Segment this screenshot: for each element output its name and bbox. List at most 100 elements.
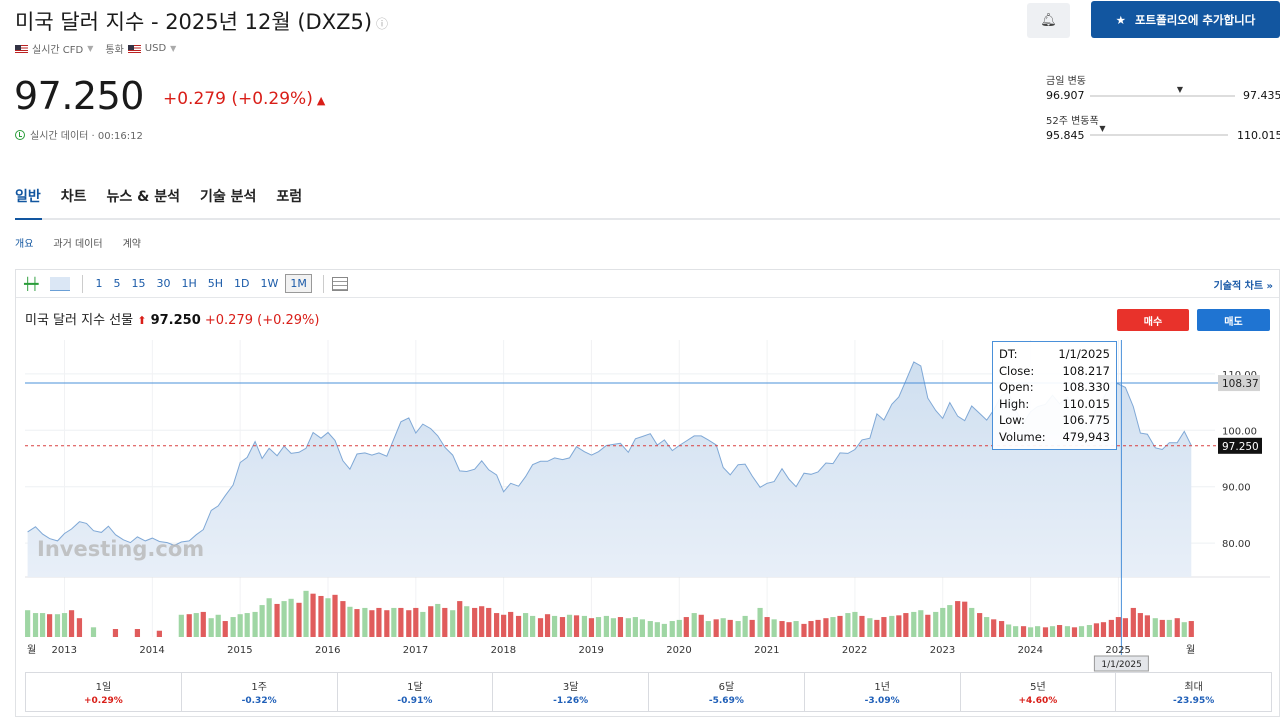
- volume-bar: [779, 621, 785, 637]
- tooltip-key: Low:: [999, 413, 1025, 427]
- info-circle-icon[interactable]: ⓘ: [376, 16, 389, 31]
- volume-bar: [1144, 615, 1150, 637]
- volume-bar: [1027, 627, 1034, 637]
- volume-bar: [984, 617, 990, 637]
- volume-bar: [962, 601, 968, 637]
- tab-overview[interactable]: 일반: [15, 189, 41, 205]
- x-tick-label: 2017: [403, 645, 428, 656]
- volume-bar: [252, 611, 258, 637]
- timeframe-1[interactable]: 1: [95, 277, 103, 290]
- timeframe-1w[interactable]: 1W: [260, 277, 279, 290]
- currency-value[interactable]: USD: [144, 43, 167, 54]
- volume-bar: [479, 606, 485, 637]
- subtab-overview[interactable]: 개요: [15, 239, 34, 250]
- day-range-bar: [1090, 95, 1235, 97]
- volume-bar: [639, 619, 645, 637]
- volume-bar: [603, 615, 609, 637]
- chevron-down-icon[interactable]: ▼: [87, 44, 94, 53]
- crosshair-date-label: 1/1/2025: [1101, 660, 1141, 670]
- volume-bar: [200, 611, 206, 637]
- volume-bar: [494, 613, 500, 637]
- volume-bar: [815, 619, 821, 637]
- performance-cell: 1달 -0.91%: [338, 673, 494, 711]
- timeframe-5[interactable]: 5: [113, 277, 121, 290]
- volume-bars: [25, 590, 1194, 637]
- volume-bar: [544, 614, 551, 637]
- performance-cell: 1년 -3.09%: [805, 673, 961, 711]
- timeframe-1m[interactable]: 1M: [285, 274, 312, 293]
- volume-bar: [442, 607, 448, 637]
- x-tick-label: 2021: [754, 645, 779, 656]
- table-icon[interactable]: [331, 276, 348, 291]
- timeframe-5h[interactable]: 5H: [207, 277, 224, 290]
- add-to-portfolio-button[interactable]: ★ 포트폴리오에 추가합니다: [1091, 1, 1280, 38]
- current-price-label: 97.250: [1222, 441, 1259, 453]
- volume-bar: [1115, 617, 1121, 637]
- volume-bar: [786, 622, 792, 637]
- watermark: Investing.com: [37, 537, 204, 561]
- volume-bar: [705, 621, 711, 637]
- volume-bar: [559, 617, 566, 637]
- volume-bar: [530, 615, 536, 637]
- tooltip-value: 108.217: [1062, 363, 1110, 378]
- volume-bar: [406, 610, 412, 637]
- volume-bar: [435, 603, 441, 637]
- area-chart-icon[interactable]: [50, 276, 71, 291]
- tab-forum[interactable]: 포럼: [276, 189, 303, 205]
- add-alert-button[interactable]: 🔔︎: [1027, 3, 1070, 38]
- volume-bar: [428, 606, 434, 637]
- sell-button[interactable]: 매도: [1197, 309, 1270, 331]
- volume-bar: [340, 601, 346, 637]
- chart-change: +0.279 (+0.29%): [204, 313, 320, 328]
- volume-bar: [1064, 626, 1071, 637]
- tooltip: DT: 1/1/2025 Close: 108.217 Open: 108.330 H…: [992, 341, 1117, 450]
- candlestick-icon[interactable]: ┿┿: [24, 276, 39, 291]
- volume-bar: [1166, 619, 1172, 637]
- volume-bar: [918, 610, 924, 637]
- volume-bar: [1071, 627, 1078, 637]
- timeframe-1h[interactable]: 1H: [181, 277, 197, 290]
- x-tick-label: 2025: [1105, 645, 1130, 656]
- volume-bar: [215, 614, 221, 637]
- timeframe-1d[interactable]: 1D: [234, 277, 250, 290]
- tab-technical[interactable]: 기술 분석: [200, 189, 257, 205]
- technical-chart-link[interactable]: 기술적 차트 »: [1213, 281, 1273, 292]
- page-title-text: 미국 달러 지수 - 2025년 12월 (DXZ5): [15, 10, 373, 34]
- buy-button[interactable]: 매수: [1117, 309, 1189, 331]
- tooltip-row: Close: 108.217: [999, 363, 1110, 380]
- day-range-label: 금일 변동: [1046, 76, 1086, 87]
- volume-bar: [566, 614, 573, 637]
- clock-icon: [15, 129, 25, 140]
- chart-instrument-name: 미국 달러 지수 선물: [25, 313, 134, 328]
- week52-range-marker: ▼: [1099, 124, 1106, 133]
- volume-bar: [376, 607, 382, 637]
- volume-bar: [793, 621, 799, 637]
- volume-bar: [1100, 622, 1107, 637]
- tab-chart[interactable]: 차트: [60, 189, 87, 205]
- timeframe-15[interactable]: 15: [131, 277, 146, 290]
- tab-news[interactable]: 뉴스 & 분석: [106, 189, 181, 205]
- volume-bar: [90, 627, 97, 637]
- week52-range-low: 95.845: [1046, 129, 1085, 142]
- volume-bar: [369, 610, 375, 637]
- instrument-type[interactable]: 실시간 CFD: [32, 45, 84, 56]
- subtab-contracts[interactable]: 계약: [122, 239, 141, 250]
- x-tick-label: 월: [27, 644, 36, 656]
- x-tick-label: 월: [1186, 644, 1195, 656]
- volume-bar: [1130, 607, 1136, 637]
- performance-value: -5.69%: [708, 696, 744, 706]
- timeframe-30[interactable]: 30: [156, 277, 171, 290]
- volume-bar: [632, 617, 638, 637]
- volume-bar: [325, 598, 331, 637]
- subtab-historical[interactable]: 과거 데이터: [53, 239, 103, 250]
- chevron-down-icon[interactable]: ▼: [170, 44, 177, 53]
- volume-bar: [1152, 618, 1158, 637]
- volume-bar: [522, 613, 529, 637]
- volume-bar: [266, 598, 272, 637]
- volume-bar: [1159, 619, 1165, 637]
- volume-bar: [727, 619, 733, 637]
- volume-bar: [288, 598, 294, 637]
- volume-bar: [508, 611, 514, 637]
- volume-bar: [969, 607, 975, 637]
